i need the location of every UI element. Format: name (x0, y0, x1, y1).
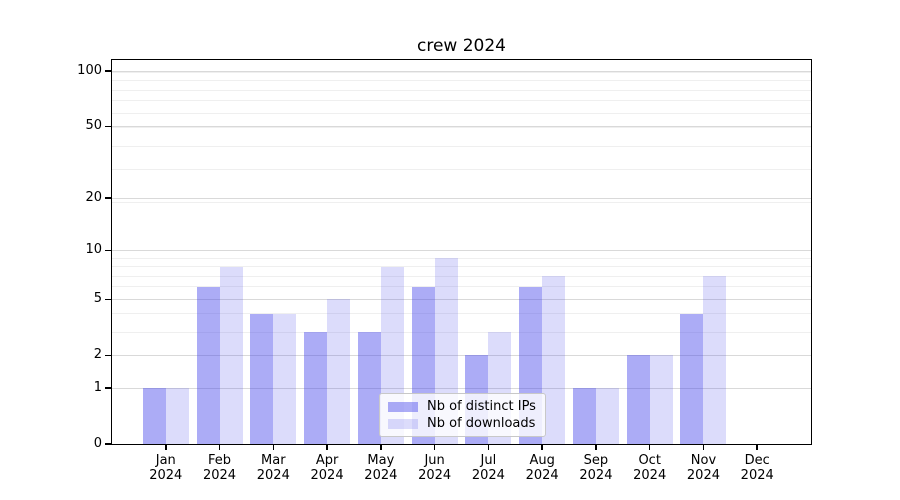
y-tick-mark (105, 197, 112, 199)
minor-gridline (112, 112, 811, 114)
bar-distinct-ips-sep (572, 388, 596, 444)
y-tick-mark (105, 298, 112, 300)
x-tick-mark (433, 445, 436, 450)
x-tick-mark (541, 445, 543, 450)
y-tick-mark (105, 443, 112, 445)
major-gridline (112, 70, 811, 72)
x-tick-label: Sep 2024 (579, 453, 613, 483)
minor-gridline (112, 266, 811, 267)
bar-downloads-aug (542, 276, 566, 444)
legend: Nb of distinct IPs Nb of downloads (379, 393, 546, 437)
plot-area (112, 60, 811, 444)
bar-distinct-ips-feb (196, 286, 220, 444)
y-tick-mark (105, 354, 112, 356)
major-gridline (112, 249, 811, 251)
major-gridline (112, 298, 811, 300)
minor-gridline (112, 275, 811, 277)
minor-gridline (112, 80, 811, 81)
x-tick-label: Oct 2024 (633, 453, 667, 483)
bar-downloads-apr (327, 299, 351, 444)
y-tick-label: 100 (77, 63, 102, 79)
y-tick-label: 10 (85, 242, 102, 258)
x-tick-mark (487, 445, 490, 450)
y-tick-label: 1 (93, 380, 102, 395)
x-tick-mark (595, 445, 597, 450)
legend-swatch-distinct-ips-icon (388, 401, 418, 412)
minor-gridline (112, 145, 811, 147)
major-gridline (112, 125, 811, 127)
bar-distinct-ips-jan (142, 388, 166, 444)
x-tick-label: Mar 2024 (256, 453, 290, 483)
minor-gridline (112, 100, 811, 102)
x-tick-label: Aug 2024 (525, 453, 559, 483)
x-tick-mark (380, 445, 382, 450)
major-gridline (112, 387, 811, 389)
x-tick-label: May 2024 (364, 453, 398, 483)
minor-gridline (112, 71, 811, 73)
x-tick-mark (218, 445, 221, 450)
legend-label-distinct-ips: Nb of distinct IPs (427, 399, 536, 414)
x-tick-label: Jun 2024 (418, 453, 452, 483)
minor-gridline (112, 331, 811, 333)
x-tick-label: Nov 2024 (686, 453, 720, 483)
major-gridline (112, 354, 811, 356)
bar-downloads-nov (703, 276, 727, 444)
bar-distinct-ips-oct (626, 355, 650, 444)
bar-downloads-feb (219, 266, 243, 444)
bar-downloads-mar (273, 314, 297, 444)
x-tick-label: Feb 2024 (202, 453, 237, 483)
y-tick-mark (105, 125, 112, 128)
bar-distinct-ips-may (357, 332, 381, 444)
y-tick-label: 2 (93, 347, 102, 363)
minor-gridline (112, 201, 811, 203)
minor-gridline (112, 168, 811, 170)
x-tick-label: Jul 2024 (471, 453, 505, 483)
x-tick-label: Jan 2024 (149, 453, 183, 483)
y-tick-mark (105, 387, 112, 389)
minor-gridline (112, 286, 811, 288)
x-tick-mark (702, 445, 705, 450)
minor-gridline (112, 313, 811, 315)
y-tick-label: 5 (93, 291, 102, 307)
y-tick-mark (105, 249, 112, 252)
bar-distinct-ips-mar (250, 314, 274, 444)
minor-gridline (112, 257, 811, 259)
bar-distinct-ips-apr (304, 332, 328, 444)
minor-gridline (112, 89, 811, 91)
legend-label-downloads: Nb of downloads (427, 416, 536, 431)
y-tick-label: 50 (85, 118, 102, 134)
x-tick-label: Apr 2024 (310, 453, 344, 483)
x-tick-mark (326, 445, 328, 450)
x-tick-mark (165, 445, 167, 450)
x-tick-label: Dec 2024 (740, 453, 774, 483)
legend-swatch-downloads-icon (388, 418, 418, 429)
x-tick-mark (648, 445, 651, 450)
bar-distinct-ips-nov (680, 314, 704, 444)
minor-gridline (112, 127, 811, 129)
y-tick-mark (105, 70, 112, 72)
bar-downloads-sep (595, 388, 619, 444)
legend-item-downloads: Nb of downloads (388, 416, 537, 431)
y-tick-label: 20 (85, 190, 102, 206)
bar-downloads-oct (649, 355, 673, 444)
x-tick-mark (272, 445, 275, 450)
chart-title: crew 2024 (417, 36, 506, 56)
y-tick-label: 0 (93, 436, 102, 451)
legend-item-distinct-ips: Nb of distinct IPs (388, 399, 537, 414)
x-tick-mark (756, 445, 758, 450)
bar-downloads-jan (165, 388, 189, 444)
major-gridline (112, 197, 811, 199)
